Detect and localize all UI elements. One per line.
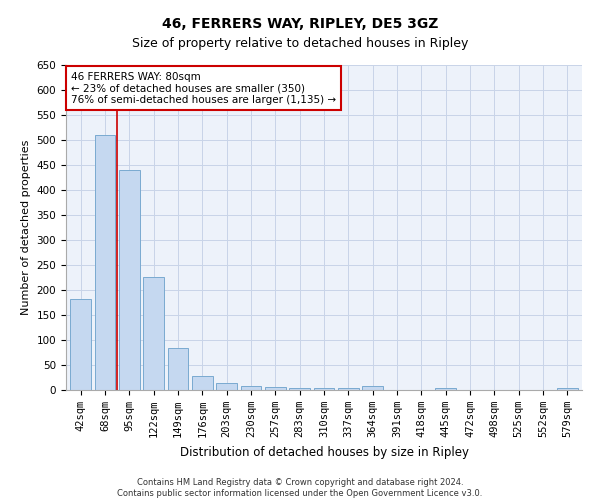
Bar	[289, 388, 310, 390]
Text: 46 FERRERS WAY: 80sqm
← 23% of detached houses are smaller (350)
76% of semi-det: 46 FERRERS WAY: 80sqm ← 23% of detached …	[71, 72, 336, 104]
Bar	[265, 387, 286, 390]
Text: Size of property relative to detached houses in Ripley: Size of property relative to detached ho…	[132, 38, 468, 51]
Text: Contains HM Land Registry data © Crown copyright and database right 2024.
Contai: Contains HM Land Registry data © Crown c…	[118, 478, 482, 498]
Bar	[241, 386, 262, 390]
Bar	[192, 376, 212, 390]
Bar	[338, 388, 359, 390]
Bar	[314, 388, 334, 390]
Bar	[95, 135, 115, 390]
Bar	[119, 170, 140, 390]
Bar	[70, 299, 91, 390]
Bar	[436, 388, 456, 390]
Bar	[143, 276, 164, 390]
X-axis label: Distribution of detached houses by size in Ripley: Distribution of detached houses by size …	[179, 446, 469, 458]
Bar	[557, 388, 578, 390]
Text: 46, FERRERS WAY, RIPLEY, DE5 3GZ: 46, FERRERS WAY, RIPLEY, DE5 3GZ	[162, 18, 438, 32]
Bar	[167, 348, 188, 390]
Y-axis label: Number of detached properties: Number of detached properties	[21, 140, 31, 315]
Bar	[362, 386, 383, 390]
Bar	[216, 382, 237, 390]
